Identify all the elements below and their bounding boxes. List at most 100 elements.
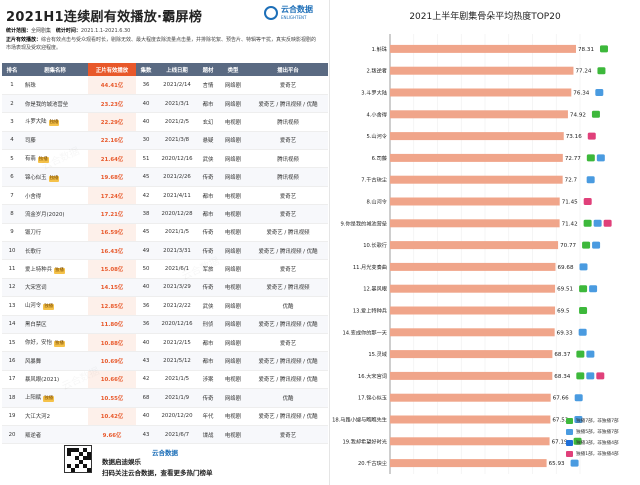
category-label: 4.小舍得 bbox=[366, 110, 387, 118]
table-row: 6 锦心似玉 独播 19.68亿 45 2021/2/26 传奇 网络剧 腾讯视频 bbox=[2, 167, 328, 187]
value-label: 69.5 bbox=[557, 309, 570, 315]
table-row: 11 爱上特种兵 独播 15.08亿 50 2021/6/1 军旅 网络剧 爱奇艺 bbox=[2, 259, 328, 279]
qr-module bbox=[75, 448, 79, 452]
type-cell: 电视剧 bbox=[218, 112, 248, 132]
genre-cell: 都市 bbox=[198, 204, 218, 224]
rank-cell: 7 bbox=[2, 186, 22, 206]
tencent-platform-icon bbox=[579, 263, 588, 271]
col-header: 类型 bbox=[218, 63, 248, 76]
genre-cell: 都市 bbox=[198, 351, 218, 371]
title-cell: 风暴舞 bbox=[22, 351, 88, 371]
platform-cell: 爱奇艺 bbox=[248, 186, 328, 206]
date-cell: 2021/2/15 bbox=[156, 333, 198, 353]
tencent-platform-icon bbox=[586, 176, 595, 184]
table-row: 9 锻刀行 16.59亿 45 2021/1/5 传奇 电视剧 爱奇艺 / 腾讯视频 bbox=[2, 223, 328, 243]
date-cell: 2020/12/16 bbox=[156, 149, 198, 169]
heat-bar bbox=[390, 371, 553, 380]
category-label: 20.千古玦尘 bbox=[358, 459, 387, 467]
iqiyi-platform-icon bbox=[586, 154, 595, 162]
platform-cell: 爱奇艺 bbox=[248, 204, 328, 224]
date-cell: 2020/12/20 bbox=[156, 407, 198, 426]
heat-bar bbox=[390, 110, 568, 119]
platform-cell: 优酷 bbox=[248, 388, 328, 408]
qr-module bbox=[83, 456, 87, 460]
table-row: 1 斛珠 44.41亿 36 2021/2/14 言情 网络剧 爱奇艺 bbox=[2, 76, 328, 95]
date-cell: 2021/2/14 bbox=[156, 76, 198, 95]
views-cell: 44.41亿 bbox=[88, 76, 136, 95]
value-label: 65.93 bbox=[549, 461, 565, 467]
heat-bar bbox=[390, 241, 559, 250]
date-cell: 2021/3/31 bbox=[156, 241, 198, 261]
views-cell: 11.80亿 bbox=[88, 315, 136, 334]
title-text: 有翡 bbox=[25, 156, 36, 163]
views-cell: 22.16亿 bbox=[88, 131, 136, 151]
views-cell: 10.88亿 bbox=[88, 333, 136, 353]
category-label: 7.千古玦尘 bbox=[361, 176, 387, 184]
type-cell: 网络剧 bbox=[218, 241, 248, 261]
episodes-cell: 36 bbox=[136, 315, 156, 334]
type-cell: 网络剧 bbox=[218, 259, 248, 279]
views-cell: 22.29亿 bbox=[88, 112, 136, 132]
meta-line-3: 市场表现及受欢迎程度。 bbox=[6, 45, 61, 52]
episodes-cell: 40 bbox=[136, 278, 156, 298]
type-cell: 网络剧 bbox=[218, 167, 248, 187]
rank-cell: 15 bbox=[2, 333, 22, 353]
heat-bar bbox=[390, 44, 576, 53]
table-row: 15 你好，安怡 独播 10.88亿 40 2021/2/15 都市 网络剧 爱奇艺 bbox=[2, 333, 328, 353]
category-label: 9.你是我的城池营垒 bbox=[341, 219, 387, 227]
date-cell: 2020/12/16 bbox=[156, 315, 198, 334]
tencent-platform-icon bbox=[586, 350, 595, 358]
table-row: 12 大宋宫词 14.15亿 40 2021/3/29 传奇 电视剧 爱奇艺 / 腾讯视频 bbox=[2, 278, 328, 298]
episodes-cell: 51 bbox=[136, 149, 156, 169]
episodes-cell: 68 bbox=[136, 388, 156, 408]
heat-chart-panel: 2021上半年剧集骨朵平均热度TOP20 1.斛珠 78.31 2.叛逆者 77.24… bbox=[330, 0, 640, 485]
category-label: 19.我却希望好时光 bbox=[342, 437, 387, 445]
table-row: 2 你是我的城池营垒 23.23亿 40 2021/3/1 都市 网络剧 爱奇艺 / 腾讯视频… bbox=[2, 94, 328, 114]
rank-cell: 16 bbox=[2, 351, 22, 371]
title-cell: 暴风眼(2021) bbox=[22, 370, 88, 390]
heat-bar bbox=[390, 393, 551, 402]
title-cell: 长歌行 bbox=[22, 241, 88, 261]
table-row: 7 小舍得 17.24亿 42 2021/4/11 都市 电视剧 爱奇艺 bbox=[2, 186, 328, 206]
qr-module bbox=[67, 452, 71, 456]
platform-cell: 爱奇艺 / 腾讯视频 / 优酷 bbox=[248, 241, 328, 261]
rank-cell: 3 bbox=[2, 112, 22, 132]
category-label: 1.斛珠 bbox=[372, 45, 388, 53]
date-cell: 2021/1/5 bbox=[156, 370, 198, 390]
title-cell: 上阳赋 独播 bbox=[22, 388, 88, 408]
youku-platform-icon bbox=[587, 132, 596, 140]
brand-name-en: ENLIGHTENT bbox=[281, 15, 307, 20]
category-label: 10.长歌行 bbox=[363, 241, 387, 249]
platform-cell: 爱奇艺 bbox=[248, 131, 328, 151]
meta-key: 统计范围： bbox=[6, 28, 32, 34]
genre-cell: 涉案 bbox=[198, 370, 218, 390]
qr-module bbox=[75, 464, 79, 468]
legend-label: 独播7部，非独播7部 bbox=[576, 419, 619, 424]
table-row: 14 黑白禁区 11.80亿 36 2020/12/16 刑侦 网络剧 爱奇艺 / 腾讯视频 … bbox=[2, 315, 328, 334]
episodes-cell: 40 bbox=[136, 112, 156, 132]
episodes-cell: 38 bbox=[136, 204, 156, 224]
category-label: 16.大宋宫词 bbox=[358, 372, 387, 380]
rank-cell: 2 bbox=[2, 94, 22, 114]
platform-cell: 腾讯视频 bbox=[248, 167, 328, 187]
type-cell: 电视剧 bbox=[218, 278, 248, 298]
value-label: 67.53 bbox=[552, 418, 568, 424]
type-cell: 网络剧 bbox=[218, 388, 248, 408]
youku-platform-icon bbox=[603, 219, 612, 227]
category-label: 18.马路小嫂与瞧瞧先生 bbox=[332, 416, 387, 424]
exclusive-badge: 独播 bbox=[43, 396, 54, 403]
heat-bar bbox=[390, 197, 560, 206]
date-cell: 2021/3/8 bbox=[156, 131, 198, 151]
meta-key: 统计时间： bbox=[55, 28, 81, 34]
type-cell: 网络剧 bbox=[218, 333, 248, 353]
qr-module bbox=[87, 456, 91, 460]
heat-bar bbox=[390, 88, 572, 97]
episodes-cell: 43 bbox=[136, 351, 156, 371]
brand-mark-icon bbox=[264, 6, 278, 20]
legend-label: 独播5部，非独播7部 bbox=[576, 430, 619, 435]
category-label: 2.叛逆者 bbox=[366, 67, 387, 75]
chart-title: 2021上半年剧集骨朵平均热度TOP20 bbox=[409, 12, 561, 22]
col-header: 剧集名称 bbox=[22, 63, 88, 76]
platform-cell: 爱奇艺 / 腾讯视频 / 优酷 bbox=[248, 315, 328, 334]
type-cell: 网络剧 bbox=[218, 76, 248, 95]
